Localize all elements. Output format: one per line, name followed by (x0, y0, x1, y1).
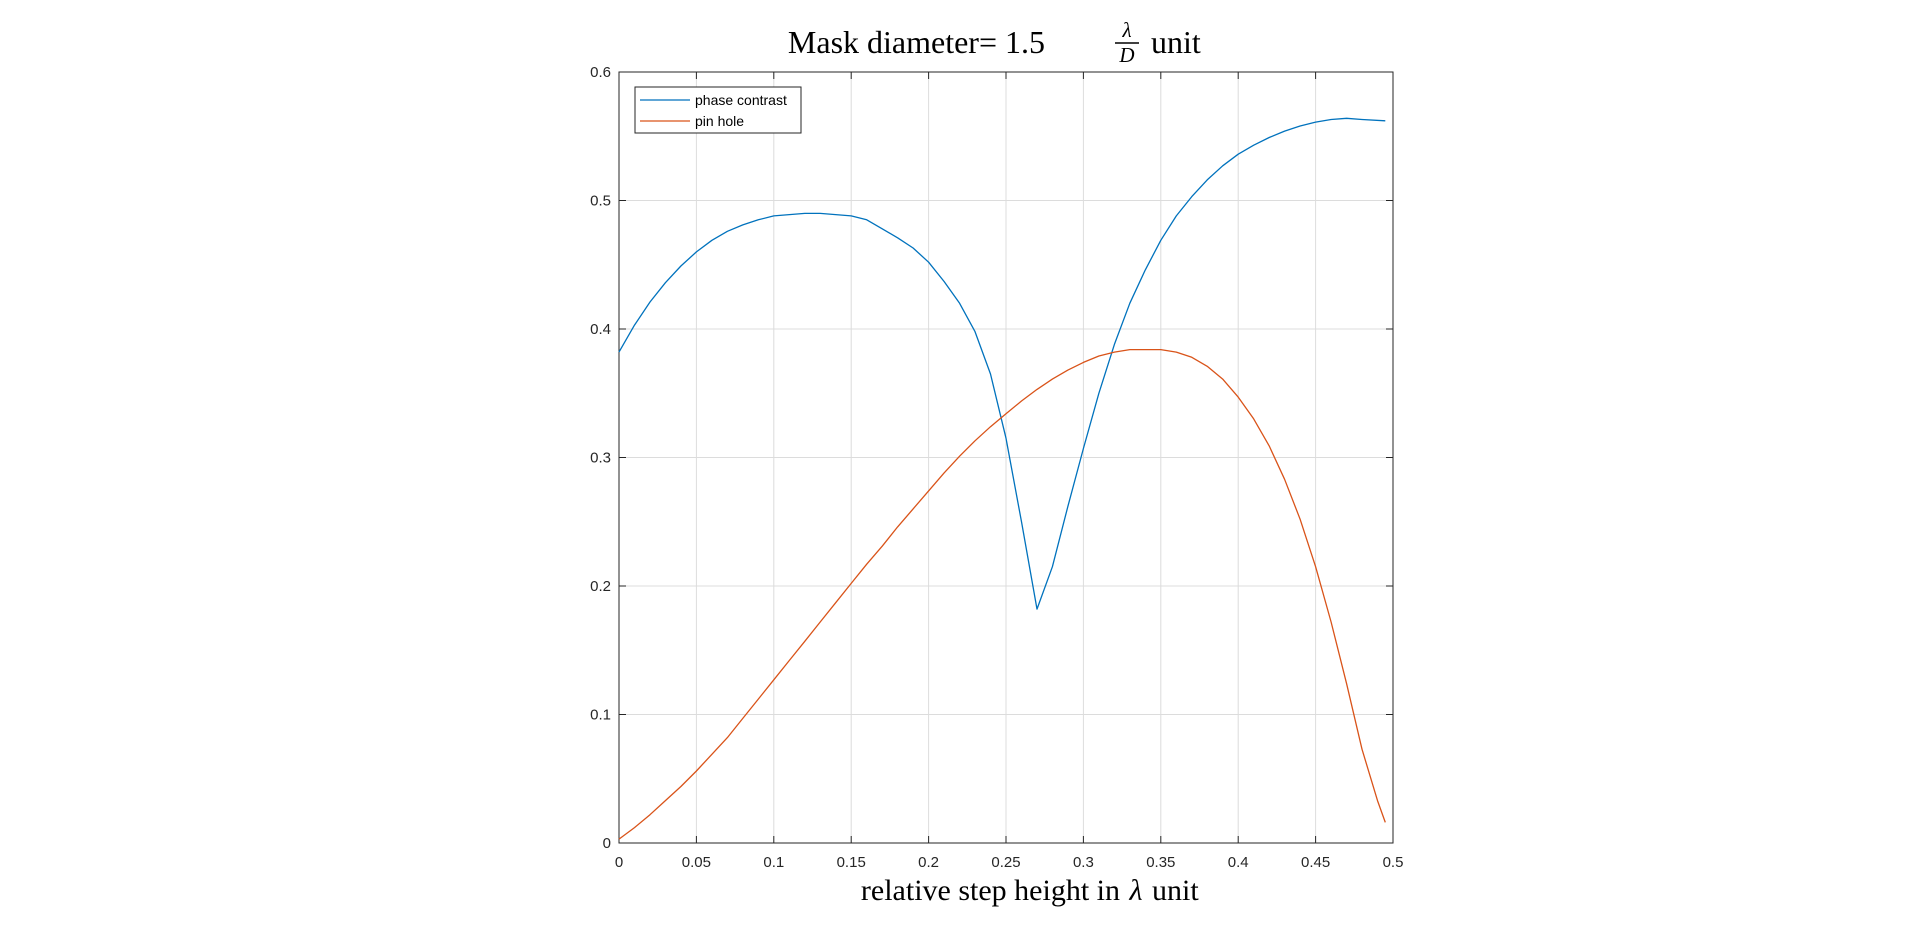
x-axis-label: relative step height in λ unit (861, 874, 1199, 907)
x-tick-label: 0.1 (763, 854, 784, 871)
x-tick-label: 0.2 (918, 854, 939, 871)
y-tick-label: 0.1 (590, 707, 611, 724)
y-tick-label: 0.5 (590, 193, 611, 210)
x-tick-label: 0.3 (1073, 854, 1094, 871)
x-axis: 0 0.05 0.1 0.15 0.2 0.25 0.3 0.35 0.4 0.45 0.5 (615, 72, 1404, 871)
y-tick-label: 0.4 (590, 321, 611, 338)
x-tick-label: 0.25 (991, 854, 1020, 871)
x-tick-label: 0.05 (682, 854, 711, 871)
x-tick-label: 0.5 (1383, 854, 1404, 871)
chart-title-fraction-denominator: D (1118, 43, 1134, 67)
x-axis-label-prefix: relative step height in (861, 874, 1120, 907)
x-axis-label-symbol: λ (1129, 874, 1143, 907)
y-tick-label: 0.3 (590, 450, 611, 467)
y-tick-label: 0.6 (590, 64, 611, 81)
legend-box (634, 86, 802, 134)
chart-grid (619, 72, 1393, 843)
chart-title-fraction-numerator: λ (1121, 18, 1131, 42)
legend: phase contrast pin hole (634, 86, 802, 134)
x-tick-label: 0.45 (1301, 854, 1330, 871)
legend-label-pin-hole: pin hole (695, 113, 744, 129)
y-axis: 0 0.1 0.2 0.3 0.4 0.5 0.6 (590, 64, 1393, 852)
y-tick-label: 0.2 (590, 578, 611, 595)
y-tick-label: 0 (603, 835, 611, 852)
x-axis-label-suffix: unit (1152, 874, 1199, 907)
chart-title-prefix: Mask diameter= 1.5 (788, 24, 1045, 60)
series-line-pin-hole (618, 348, 1386, 840)
x-tick-label: 0 (615, 854, 623, 871)
x-tick-label: 0.35 (1146, 854, 1175, 871)
chart-title: Mask diameter= 1.5 λ D unit (788, 18, 1201, 67)
x-tick-label: 0.4 (1228, 854, 1249, 871)
x-tick-label: 0.15 (837, 854, 866, 871)
chart-title-suffix: unit (1151, 24, 1201, 60)
series-group (618, 117, 1386, 840)
legend-label-phase-contrast: phase contrast (695, 92, 787, 108)
series-line-phase-contrast (618, 117, 1386, 610)
